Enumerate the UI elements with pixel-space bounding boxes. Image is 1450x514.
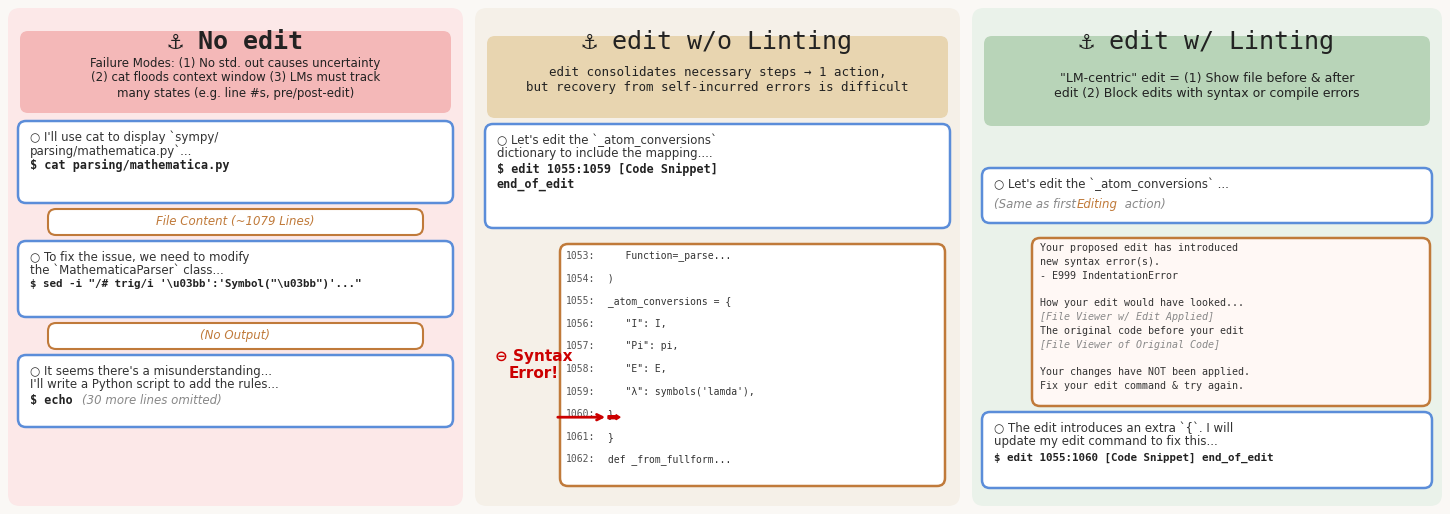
Text: How your edit would have looked...: How your edit would have looked... bbox=[1040, 298, 1244, 308]
FancyBboxPatch shape bbox=[48, 209, 423, 235]
FancyArrow shape bbox=[608, 415, 621, 420]
Text: $ edit 1055:1060 [Code Snippet] end_of_edit: $ edit 1055:1060 [Code Snippet] end_of_e… bbox=[995, 453, 1273, 463]
Text: 1054:: 1054: bbox=[566, 273, 596, 284]
FancyBboxPatch shape bbox=[17, 121, 452, 203]
Text: 1060:: 1060: bbox=[566, 409, 596, 419]
Text: edit consolidates necessary steps → 1 action,
but recovery from self-incurred er: edit consolidates necessary steps → 1 ac… bbox=[526, 66, 909, 94]
Text: $ sed -i "/# trig/i '\u03bb':'Symbol("\u03bb")'...": $ sed -i "/# trig/i '\u03bb':'Symbol("\u… bbox=[30, 279, 361, 289]
Text: 1062:: 1062: bbox=[566, 454, 596, 465]
Text: ○ It seems there's a misunderstanding...: ○ It seems there's a misunderstanding... bbox=[30, 365, 273, 378]
Text: (30 more lines omitted): (30 more lines omitted) bbox=[83, 394, 222, 407]
Text: Your changes have NOT been applied.: Your changes have NOT been applied. bbox=[1040, 368, 1250, 377]
Text: $ edit 1055:1059 [Code Snippet]: $ edit 1055:1059 [Code Snippet] bbox=[497, 163, 718, 176]
Text: dictionary to include the mapping....: dictionary to include the mapping.... bbox=[497, 147, 712, 160]
Text: The original code before your edit: The original code before your edit bbox=[1040, 326, 1244, 336]
FancyBboxPatch shape bbox=[17, 241, 452, 317]
Text: end_of_edit: end_of_edit bbox=[497, 178, 576, 191]
Text: 1053:: 1053: bbox=[566, 251, 596, 261]
Text: I'll write a Python script to add the rules...: I'll write a Python script to add the ru… bbox=[30, 378, 278, 391]
Text: def _from_fullform...: def _from_fullform... bbox=[602, 454, 731, 465]
Text: action): action) bbox=[1121, 198, 1166, 211]
Text: parsing/mathematica.py`...: parsing/mathematica.py`... bbox=[30, 144, 193, 157]
Text: }: } bbox=[602, 409, 613, 419]
Text: ⚓ edit w/o Linting: ⚓ edit w/o Linting bbox=[583, 30, 853, 54]
Text: 1059:: 1059: bbox=[566, 387, 596, 397]
Text: (No Output): (No Output) bbox=[200, 329, 271, 342]
Text: Your proposed edit has introduced: Your proposed edit has introduced bbox=[1040, 243, 1238, 253]
Text: "λ": symbols('lamda'),: "λ": symbols('lamda'), bbox=[602, 387, 755, 397]
FancyBboxPatch shape bbox=[48, 323, 423, 349]
Text: _atom_conversions = {: _atom_conversions = { bbox=[602, 296, 731, 307]
Text: Failure Modes: (1) No std. out causes uncertainty
(2) cat floods context window : Failure Modes: (1) No std. out causes un… bbox=[90, 57, 381, 100]
Text: [File Viewer of Original Code]: [File Viewer of Original Code] bbox=[1040, 340, 1219, 350]
Text: "E": E,: "E": E, bbox=[602, 364, 667, 374]
FancyBboxPatch shape bbox=[476, 8, 960, 506]
Text: Fix your edit command & try again.: Fix your edit command & try again. bbox=[1040, 381, 1244, 391]
FancyBboxPatch shape bbox=[17, 355, 452, 427]
FancyBboxPatch shape bbox=[982, 412, 1433, 488]
Text: ): ) bbox=[602, 273, 613, 284]
Text: 1056:: 1056: bbox=[566, 319, 596, 329]
Text: ○ Let's edit the `_atom_conversions`: ○ Let's edit the `_atom_conversions` bbox=[497, 134, 716, 148]
Text: ⊖ Syntax
Error!: ⊖ Syntax Error! bbox=[494, 349, 573, 381]
Text: }: } bbox=[602, 432, 613, 442]
Text: ⚓ edit w/ Linting: ⚓ edit w/ Linting bbox=[1079, 30, 1334, 54]
Text: 1061:: 1061: bbox=[566, 432, 596, 442]
Text: ○ I'll use cat to display `sympy/: ○ I'll use cat to display `sympy/ bbox=[30, 131, 219, 144]
Text: "Pi": pi,: "Pi": pi, bbox=[602, 341, 679, 352]
Text: (Same as first: (Same as first bbox=[995, 198, 1080, 211]
Text: 1058:: 1058: bbox=[566, 364, 596, 374]
FancyBboxPatch shape bbox=[985, 36, 1430, 126]
Text: Function=_parse...: Function=_parse... bbox=[602, 250, 731, 262]
FancyBboxPatch shape bbox=[1032, 238, 1430, 406]
FancyBboxPatch shape bbox=[560, 244, 945, 486]
FancyBboxPatch shape bbox=[9, 8, 463, 506]
Text: the `MathematicaParser` class...: the `MathematicaParser` class... bbox=[30, 264, 223, 277]
Text: $ echo: $ echo bbox=[30, 394, 80, 407]
Text: update my edit command to fix this...: update my edit command to fix this... bbox=[995, 435, 1218, 448]
Text: ○ To fix the issue, we need to modify: ○ To fix the issue, we need to modify bbox=[30, 251, 249, 264]
Text: - E999 IndentationError: - E999 IndentationError bbox=[1040, 271, 1177, 281]
FancyBboxPatch shape bbox=[982, 168, 1433, 223]
Text: File Content (~1079 Lines): File Content (~1079 Lines) bbox=[157, 215, 315, 229]
Text: new syntax error(s).: new syntax error(s). bbox=[1040, 257, 1160, 267]
Text: ⚓ No edit: ⚓ No edit bbox=[168, 30, 303, 54]
Text: ○ Let's edit the `_atom_conversions` ...: ○ Let's edit the `_atom_conversions` ... bbox=[995, 178, 1228, 192]
Text: 1055:: 1055: bbox=[566, 296, 596, 306]
Text: 1057:: 1057: bbox=[566, 341, 596, 352]
FancyBboxPatch shape bbox=[484, 124, 950, 228]
Text: Editing: Editing bbox=[1077, 198, 1118, 211]
Text: "I": I,: "I": I, bbox=[602, 319, 667, 329]
FancyBboxPatch shape bbox=[487, 36, 948, 118]
FancyBboxPatch shape bbox=[972, 8, 1441, 506]
Text: "LM-centric" edit = (1) Show file before & after
edit (2) Block edits with synta: "LM-centric" edit = (1) Show file before… bbox=[1054, 72, 1360, 100]
Text: $ cat parsing/mathematica.py: $ cat parsing/mathematica.py bbox=[30, 159, 229, 172]
Text: ○ The edit introduces an extra `{`. I will: ○ The edit introduces an extra `{`. I wi… bbox=[995, 422, 1234, 435]
Text: [File Viewer w/ Edit Applied]: [File Viewer w/ Edit Applied] bbox=[1040, 312, 1214, 322]
FancyBboxPatch shape bbox=[20, 31, 451, 113]
